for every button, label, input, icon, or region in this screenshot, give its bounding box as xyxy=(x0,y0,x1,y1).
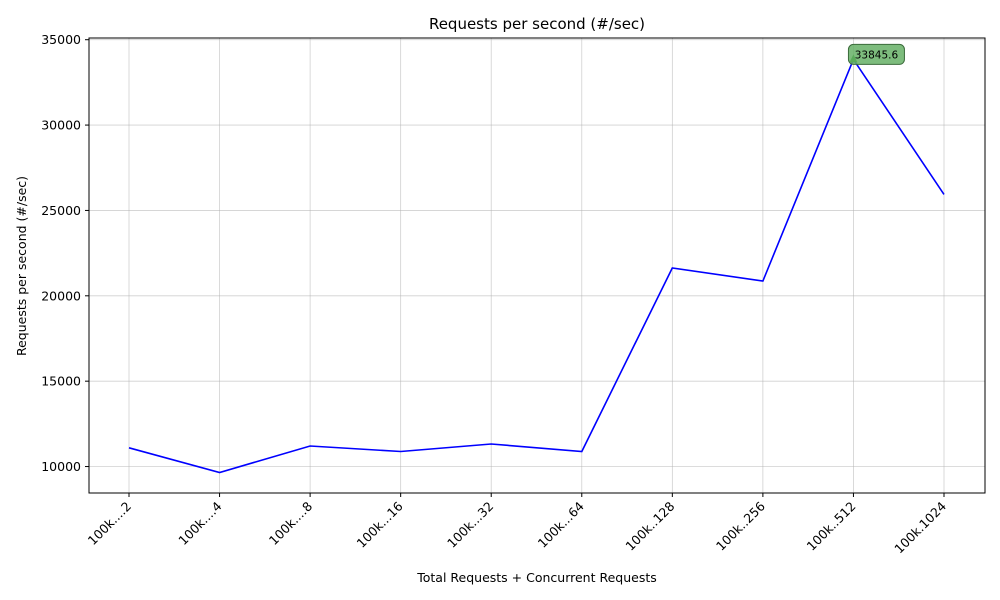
x-tick-label: 100k....8 xyxy=(266,498,315,547)
y-tick-label: 10000 xyxy=(41,459,81,474)
annotation-label: 33845.6 xyxy=(855,49,899,61)
x-axis: 100k....2 100k....4 100k....8 100k...16 100k… xyxy=(85,493,949,556)
series-line xyxy=(128,57,945,474)
peak-annotation: 33845.6 xyxy=(847,43,905,65)
series-layer xyxy=(128,57,945,474)
x-tick-label: 100k...32 xyxy=(444,499,496,551)
grid xyxy=(89,38,985,493)
annotation-box xyxy=(847,43,905,65)
y-tick-label: 35000 xyxy=(41,32,81,47)
plot-frame xyxy=(88,37,986,494)
y-axis-label: Requests per second (#/sec) xyxy=(14,176,29,356)
y-axis: 10000 15000 20000 25000 30000 35000 xyxy=(41,32,89,474)
x-tick-label: 100k..128 xyxy=(622,498,677,553)
x-tick-label: 100k....4 xyxy=(175,498,224,547)
y-tick-label: 15000 xyxy=(41,374,81,389)
x-tick-label: 100k..256 xyxy=(713,498,768,553)
y-tick-label: 20000 xyxy=(41,288,81,303)
x-tick-label: 100k.1024 xyxy=(891,498,949,556)
chart-title: Requests per second (#/sec) xyxy=(429,15,645,33)
x-tick-label: 100k...64 xyxy=(535,498,587,550)
y-tick-label: 25000 xyxy=(41,203,81,218)
x-tick-label: 100k..512 xyxy=(803,499,858,554)
x-tick-label: 100k....2 xyxy=(85,499,134,548)
y-tick-label: 30000 xyxy=(41,118,81,133)
x-axis-label: Total Requests + Concurrent Requests xyxy=(416,570,657,585)
x-tick-label: 100k...16 xyxy=(354,498,406,550)
